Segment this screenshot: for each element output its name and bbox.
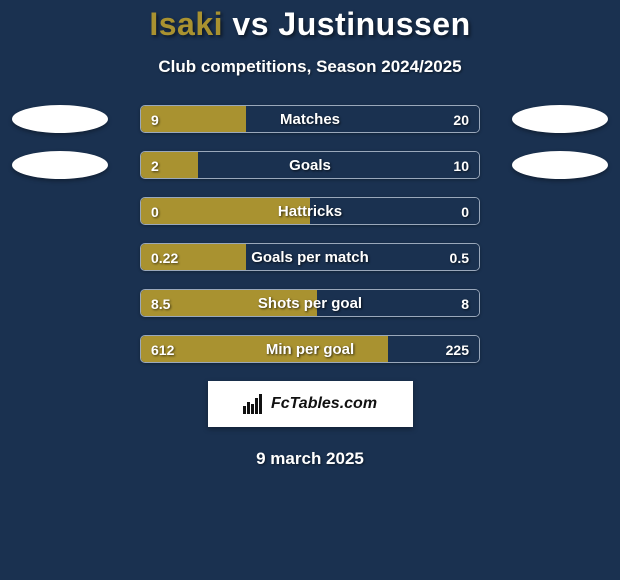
stat-row: 612225Min per goal bbox=[140, 335, 480, 363]
stat-value-left: 0 bbox=[141, 198, 169, 225]
footer-badge: FcTables.com bbox=[208, 381, 413, 427]
stat-row: 920Matches bbox=[140, 105, 480, 133]
stat-value-left: 612 bbox=[141, 336, 184, 363]
footer-text: FcTables.com bbox=[271, 395, 377, 413]
stat-value-right: 20 bbox=[443, 106, 479, 133]
stat-value-right: 10 bbox=[443, 152, 479, 179]
stat-value-left: 2 bbox=[141, 152, 169, 179]
comparison-title: Isaki vs Justinussen bbox=[0, 6, 620, 43]
stat-value-left: 9 bbox=[141, 106, 169, 133]
stat-fill-right bbox=[198, 152, 479, 178]
player-left-name: Isaki bbox=[149, 6, 223, 42]
stat-value-right: 225 bbox=[436, 336, 479, 363]
player-right-name: Justinussen bbox=[278, 6, 470, 42]
stat-value-right: 8 bbox=[451, 290, 479, 317]
team-badge-right bbox=[512, 151, 608, 179]
stat-row: 8.58Shots per goal bbox=[140, 289, 480, 317]
stat-value-right: 0.5 bbox=[440, 244, 479, 271]
stat-value-left: 0.22 bbox=[141, 244, 188, 271]
subtitle: Club competitions, Season 2024/2025 bbox=[0, 57, 620, 77]
stat-value-right: 0 bbox=[451, 198, 479, 225]
date: 9 march 2025 bbox=[0, 449, 620, 469]
bars-icon bbox=[243, 394, 265, 414]
team-badge-right bbox=[512, 105, 608, 133]
stat-value-left: 8.5 bbox=[141, 290, 180, 317]
title-vs: vs bbox=[232, 6, 269, 42]
stat-row: 210Goals bbox=[140, 151, 480, 179]
stats-grid: 920Matches210Goals00Hattricks0.220.5Goal… bbox=[0, 105, 620, 363]
stat-row: 00Hattricks bbox=[140, 197, 480, 225]
team-badge-left bbox=[12, 151, 108, 179]
stat-row: 0.220.5Goals per match bbox=[140, 243, 480, 271]
team-badge-left bbox=[12, 105, 108, 133]
